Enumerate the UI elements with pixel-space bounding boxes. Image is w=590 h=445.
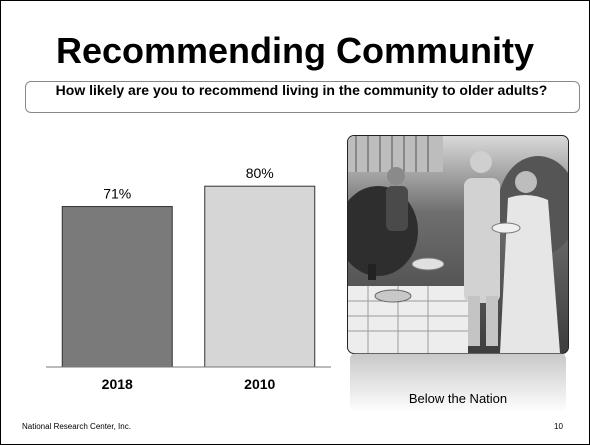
category-label-2010: 2010 [244, 376, 275, 392]
bar-chart-svg: 71% 2018 80% 2010 [46, 165, 331, 392]
photo-frame [348, 136, 568, 353]
photo-caption: Below the Nation [408, 391, 508, 406]
data-label-2018: 71% [103, 186, 131, 202]
footer-organization: National Research Center, Inc. [22, 422, 131, 431]
photo-image [348, 136, 568, 353]
photo-reflection [350, 353, 566, 413]
subtitle-question: How likely are you to recommend living i… [55, 82, 548, 98]
bar-chart: 71% 2018 80% 2010 [41, 141, 341, 401]
bar-2010 [204, 185, 316, 368]
category-label-2018: 2018 [102, 376, 133, 392]
photo-illustration [348, 136, 568, 353]
data-label-2010: 80% [246, 165, 274, 181]
subtitle-frame [25, 81, 580, 113]
page-title: Recommending Community [55, 30, 535, 71]
bar-2018 [61, 206, 173, 368]
page-number: 10 [554, 422, 563, 431]
